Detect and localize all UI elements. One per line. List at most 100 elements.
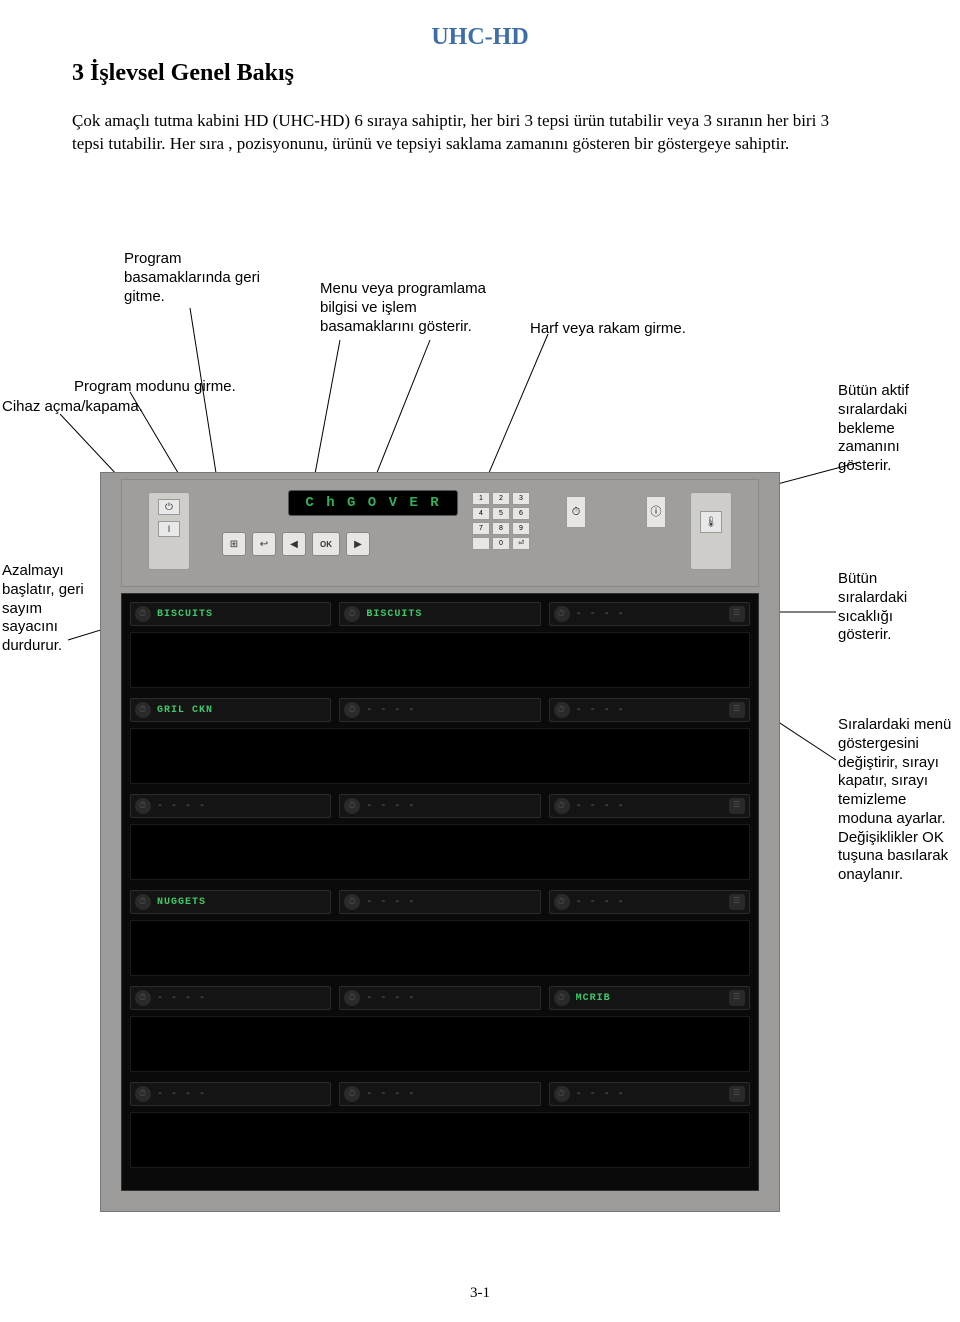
tray-timer-icon[interactable]: ⏱ <box>344 1086 360 1102</box>
tray-cell: ⏱ NUGGETS <box>130 890 331 914</box>
tray-slot <box>130 824 750 880</box>
tray-timer-icon[interactable]: ⏱ <box>344 894 360 910</box>
tray-slot <box>130 728 750 784</box>
tray-slot <box>130 1112 750 1168</box>
tray-timer-icon[interactable]: ⏱ <box>135 702 151 718</box>
tray-label: - - - - <box>157 801 206 812</box>
row-mode-button[interactable]: ☰ <box>729 798 745 814</box>
tray-cell: ⏱ - - - - <box>339 794 540 818</box>
tray-cell: ⏱ - - - - <box>130 794 331 818</box>
tray-label: - - - - <box>366 1089 415 1100</box>
row-mode-button[interactable]: ☰ <box>729 894 745 910</box>
tray-label: BISCUITS <box>366 609 422 620</box>
tray-timer-icon[interactable]: ⏱ <box>344 990 360 1006</box>
keypad-key[interactable]: 9 <box>512 522 530 535</box>
prog-button[interactable]: ⊞ <box>222 532 246 556</box>
tray-timer-icon[interactable]: ⏱ <box>135 1086 151 1102</box>
keypad-key[interactable]: 3 <box>512 492 530 505</box>
tray-cell: ⏱ - - - - <box>339 1082 540 1106</box>
tray-row: ⏱ - - - - ⏱ - - - - ⏱ - - - - ☰ <box>130 1082 750 1106</box>
keypad-key[interactable]: 6 <box>512 507 530 520</box>
tray-timer-icon[interactable]: ⏱ <box>554 894 570 910</box>
tray-timer-icon[interactable]: ⏱ <box>135 606 151 622</box>
tray-label: MCRIB <box>576 993 611 1004</box>
keypad-key[interactable]: 4 <box>472 507 490 520</box>
keypad-key[interactable]: 8 <box>492 522 510 535</box>
ok-button[interactable]: OK <box>312 532 340 556</box>
tray-cell: ⏱- - - -☰ <box>549 698 750 722</box>
row-mode-button[interactable]: ☰ <box>729 1086 745 1102</box>
tray-label: - - - - <box>157 993 206 1004</box>
tray-timer-icon[interactable]: ⏱ <box>554 990 570 1006</box>
tray-cell: ⏱ - - - - <box>339 890 540 914</box>
keypad-key[interactable]: ⏎ <box>512 537 530 550</box>
row-mode-button[interactable]: ☰ <box>729 990 745 1006</box>
tray-cell: ⏱ - - - - ☰ <box>549 890 750 914</box>
temp-button[interactable] <box>700 511 722 533</box>
tray-cell: ⏱ - - - - <box>130 986 331 1010</box>
keypad-key[interactable]: 7 <box>472 522 490 535</box>
tray-cell: ⏱ BISCUITS <box>130 602 331 626</box>
tray-label: - - - - <box>366 993 415 1004</box>
tray-cell: ⏱ - - - - ☰ <box>549 794 750 818</box>
tray-cell: ⏱ - - - - <box>130 1082 331 1106</box>
keypad-key[interactable]: 0 <box>492 537 510 550</box>
tray-cell: ⏱ BISCUITS <box>339 602 540 626</box>
keypad-key[interactable]: 2 <box>492 492 510 505</box>
row-mode-button[interactable]: ☰ <box>729 606 745 622</box>
tray-label: NUGGETS <box>157 897 206 908</box>
tray-cell: ⏱- - - - <box>339 698 540 722</box>
callout-timer-all: Bütün aktif sıralardaki bekleme zamanını… <box>838 382 948 476</box>
tray-label: - - - - <box>576 609 625 620</box>
control-panel: C h G O V E R ⊞ ↩ ◀ OK ▶ 1234567890⏎ ⏱ ⓘ <box>121 479 759 587</box>
callout-onoff: Cihaz açma/kapama. <box>2 398 202 417</box>
tray-timer-icon[interactable]: ⏱ <box>135 990 151 1006</box>
timer-button[interactable]: ⏱ <box>566 496 586 528</box>
tray-cell: ⏱GRIL CKN <box>130 698 331 722</box>
tray-timer-icon[interactable]: ⏱ <box>135 798 151 814</box>
power-pad-left <box>148 492 190 570</box>
tray-timer-icon[interactable]: ⏱ <box>554 606 570 622</box>
callout-temp-all: Bütün sıralardaki sıcaklığı gösterir. <box>838 570 948 645</box>
keypad-key[interactable]: 1 <box>472 492 490 505</box>
power-pad-right <box>690 492 732 570</box>
info-button[interactable]: ⓘ <box>646 496 666 528</box>
doc-header-title: UHC-HD <box>431 24 528 51</box>
callout-prog-mode: Program modunu girme. <box>74 378 274 397</box>
callout-alpha: Harf veya rakam girme. <box>530 320 720 339</box>
tray-label: - - - - <box>366 801 415 812</box>
tray-timer-icon[interactable]: ⏱ <box>135 894 151 910</box>
power-button[interactable] <box>158 499 180 515</box>
tray-label: - - - - <box>157 1089 206 1100</box>
tray-label: BISCUITS <box>157 609 213 620</box>
numeric-keypad: 123 456 7890⏎ <box>472 492 530 550</box>
tray-label: - - - - <box>576 1089 625 1100</box>
keypad-key[interactable] <box>472 537 490 550</box>
tray-timer-icon[interactable]: ⏱ <box>344 798 360 814</box>
tray-slot <box>130 632 750 688</box>
back-button[interactable]: ↩ <box>252 532 276 556</box>
tray-row: ⏱ - - - - ⏱ - - - - ⏱ - - - - ☰ <box>130 794 750 818</box>
tray-cell: ⏱ - - - - ☰ <box>549 602 750 626</box>
tray-timer-icon[interactable]: ⏱ <box>344 606 360 622</box>
tray-row: ⏱ BISCUITS ⏱ BISCUITS ⏱ - - - - ☰ <box>130 602 750 626</box>
tray-row: ⏱GRIL CKN ⏱- - - - ⏱- - - -☰ <box>130 698 750 722</box>
tray-timer-icon[interactable]: ⏱ <box>554 798 570 814</box>
tray-timer-icon[interactable]: ⏱ <box>554 702 570 718</box>
intro-paragraph: Çok amaçlı tutma kabini HD (UHC-HD) 6 sı… <box>72 110 862 156</box>
callout-menu-prog: Menu veya programlama bilgisi ve işlem b… <box>320 280 506 336</box>
right-arrow-button[interactable]: ▶ <box>346 532 370 556</box>
tray-row: ⏱ - - - - ⏱ - - - - ⏱ MCRIB ☰ <box>130 986 750 1010</box>
tray-label: - - - - <box>576 897 625 908</box>
callout-back-step: Program basamaklarında geri gitme. <box>124 250 274 306</box>
tray-label: - - - - <box>576 801 625 812</box>
tray-timer-icon[interactable]: ⏱ <box>554 1086 570 1102</box>
tray-label: - - - - <box>366 897 415 908</box>
control-buttons: ⊞ ↩ ◀ OK ▶ <box>222 532 370 556</box>
keypad-key[interactable]: 5 <box>492 507 510 520</box>
on-indicator[interactable] <box>158 521 180 537</box>
cabinet-interior: ⏱BISCUITS⏱BISCUITS⏱- - - -☰⏱GRIL CKN⏱- -… <box>121 593 759 1191</box>
left-arrow-button[interactable]: ◀ <box>282 532 306 556</box>
row-mode-button[interactable]: ☰ <box>729 702 745 718</box>
tray-timer-icon[interactable]: ⏱ <box>344 702 360 718</box>
